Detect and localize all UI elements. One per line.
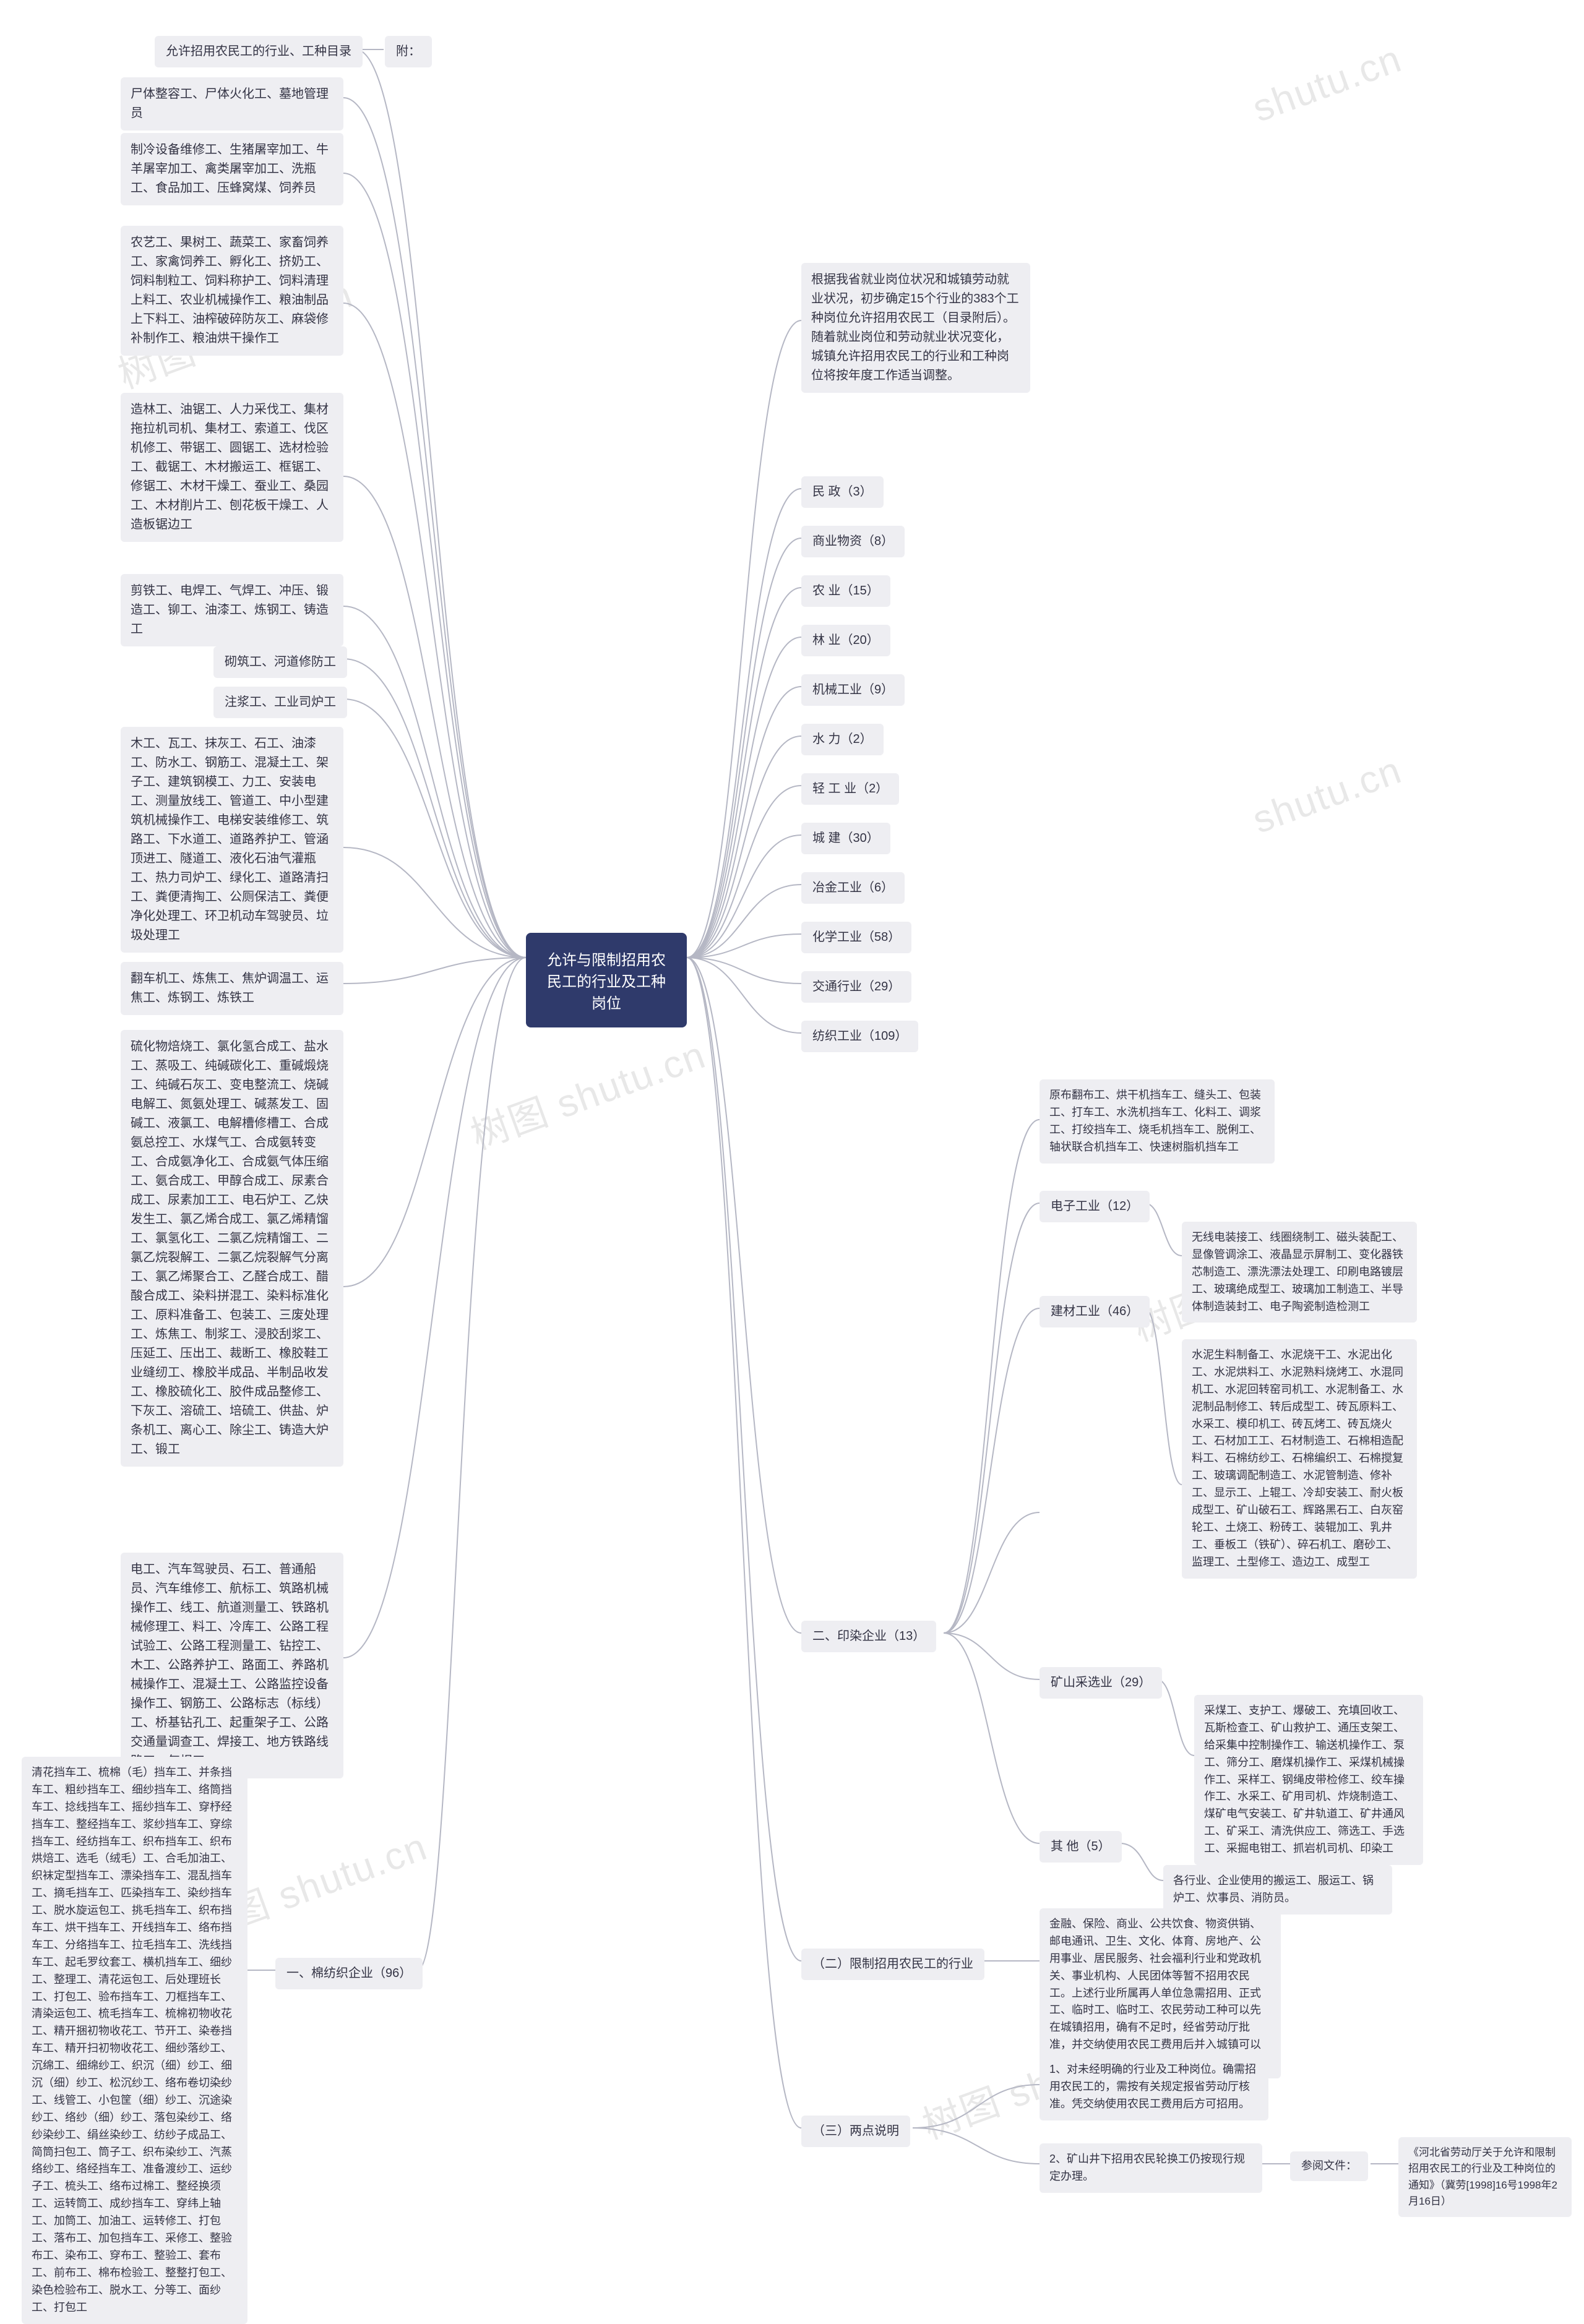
other-label: 其 他（5） <box>1040 1831 1122 1863</box>
cat-5: 水 力（2） <box>801 724 884 755</box>
left-header-badge: 附： <box>385 36 432 67</box>
cat-6: 轻 工 业（2） <box>801 773 899 805</box>
watermark: 树图 shutu.cn <box>462 1024 712 1160</box>
notes-n2: 2、矿山井下招用农民轮换工仍按现行规定办理。 <box>1040 2143 1262 2193</box>
left-block-6: 注浆工、工业司炉工 <box>213 687 347 718</box>
left-block-3: 造林工、油锯工、人力采伐工、集材拖拉机司机、集材工、索道工、伐区机修工、带锯工、… <box>121 393 343 542</box>
notes-ref-text: 《河北省劳动厅关于允许和限制招用农民工的行业及工种岗位的通知》（冀劳[1998]… <box>1398 2137 1572 2217</box>
cat-0: 民 政（3） <box>801 476 884 508</box>
left-block-7: 木工、瓦工、抹灰工、石工、油漆工、防水工、钢筋工、混凝土工、架子工、建筑钢模工、… <box>121 727 343 953</box>
electronics-detail: 无线电装接工、线圈绕制工、磁头装配工、显像管调涂工、液晶显示屏制工、变化器铁芯制… <box>1182 1222 1417 1323</box>
building-label: 建材工业（46） <box>1040 1296 1150 1327</box>
left-header: 允许招用农民工的行业、工种目录 <box>155 36 363 67</box>
watermark: shutu.cn <box>1247 748 1408 842</box>
restrict-detail: 金融、保险、商业、公共饮食、物资供销、邮电通讯、卫生、文化、体育、房地产、公用事… <box>1040 1908 1281 2078</box>
left-block-8: 翻车机工、炼焦工、焦炉调温工、运焦工、炼钢工、炼铁工 <box>121 962 343 1015</box>
cat-3: 林 业（20） <box>801 625 890 656</box>
root-node: 允许与限制招用农民工的行业及工种岗位 <box>526 933 687 1027</box>
left-block-2: 农艺工、果树工、蔬菜工、家畜饲养工、家禽饲养工、孵化工、挤奶工、饲料制粒工、饲料… <box>121 226 343 356</box>
electronics-label: 电子工业（12） <box>1040 1191 1150 1222</box>
cat-10: 交通行业（29） <box>801 971 911 1003</box>
mining-label: 矿山采选业（29） <box>1040 1667 1162 1699</box>
textile-label: 一、棉纺织企业（96） <box>275 1958 423 1989</box>
textile-detail: 清花挡车工、梳棉（毛）挡车工、并条挡车工、粗纱挡车工、细纱挡车工、络筒挡车工、捻… <box>22 1757 248 2324</box>
left-block-0: 尸体整容工、尸体火化工、墓地管理员 <box>121 77 343 131</box>
cat-4: 机械工业（9） <box>801 674 905 706</box>
cat-11: 纺织工业（109） <box>801 1021 918 1052</box>
other-detail: 各行业、企业使用的搬运工、服运工、锅炉工、炊事员、消防员。 <box>1163 1865 1392 1915</box>
watermark: shutu.cn <box>1247 36 1408 131</box>
left-block-5: 砌筑工、河道修防工 <box>213 646 347 678</box>
dyeing-label: 二、印染企业（13） <box>801 1621 936 1652</box>
cat-1: 商业物资（8） <box>801 526 905 557</box>
restrict-label: （二）限制招用农民工的行业 <box>801 1949 984 1980</box>
building-detail: 水泥生料制备工、水泥烧干工、水泥出化工、水泥烘料工、水泥熟料烧烤工、水混同机工、… <box>1182 1339 1417 1579</box>
left-block-1: 制冷设备维修工、生猪屠宰加工、牛羊屠宰加工、禽类屠宰加工、洗瓶工、食品加工、压蜂… <box>121 133 343 205</box>
dyeing-detail: 原布翻布工、烘干机挡车工、缝头工、包装工、打车工、水洗机挡车工、化料工、调浆工、… <box>1040 1079 1275 1164</box>
right-intro: 根据我省就业岗位状况和城镇劳动就业状况，初步确定15个行业的383个工种岗位允许… <box>801 263 1030 393</box>
notes-ref-label: 参阅文件： <box>1290 2151 1368 2181</box>
notes-label: （三）两点说明 <box>801 2116 910 2147</box>
cat-9: 化学工业（58） <box>801 922 911 953</box>
left-block-10: 电工、汽车驾驶员、石工、普通船员、汽车维修工、航标工、筑路机械操作工、线工、航道… <box>121 1553 343 1778</box>
left-block-9: 硫化物焙烧工、氯化氢合成工、盐水工、蒸吸工、纯碱碳化工、重碱煅烧工、纯碱石灰工、… <box>121 1030 343 1467</box>
cat-8: 冶金工业（6） <box>801 872 905 904</box>
cat-7: 城 建（30） <box>801 823 890 854</box>
mining-detail: 采煤工、支护工、爆破工、充填回收工、瓦斯检查工、矿山救护工、通压支架工、给采集中… <box>1194 1695 1423 1865</box>
left-block-4: 剪铁工、电焊工、气焊工、冲压、锻造工、铆工、油漆工、炼钢工、铸造工 <box>121 574 343 646</box>
cat-2: 农 业（15） <box>801 575 890 607</box>
notes-n1: 1、对未经明确的行业及工种岗位。确需招用农民工的，需按有关规定报省劳动厅核准。凭… <box>1040 2054 1268 2120</box>
